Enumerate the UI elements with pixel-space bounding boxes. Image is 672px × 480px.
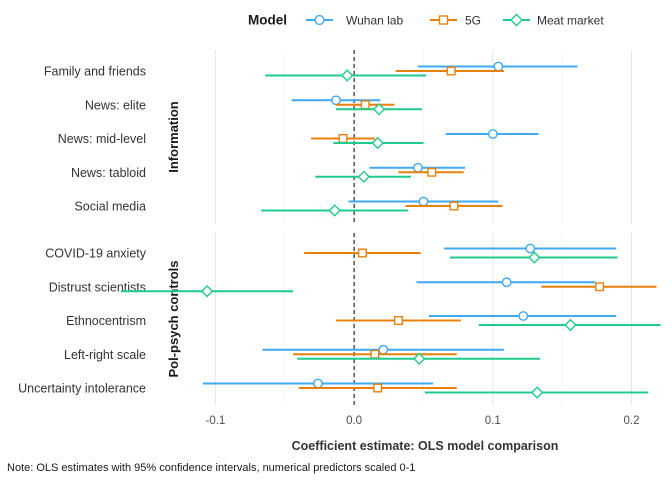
term-label: News: mid-level xyxy=(58,132,146,146)
legend: Model Wuhan lab 5G Meat market xyxy=(248,13,604,28)
legend-marker xyxy=(438,15,449,25)
caption: Note: OLS estimates with 95% confidence … xyxy=(7,462,415,474)
point-marker xyxy=(487,129,498,139)
panel-label: Pol-psych controls xyxy=(166,260,181,377)
point-marker xyxy=(371,136,384,150)
point-marker xyxy=(528,251,541,264)
point-marker xyxy=(357,248,367,258)
legend-key: 5G xyxy=(430,14,481,28)
legend-label: 5G xyxy=(465,14,481,28)
x-tick-label: 0.0 xyxy=(346,415,362,427)
point-marker xyxy=(530,386,544,399)
point-marker xyxy=(413,352,426,365)
point-marker xyxy=(493,61,504,72)
point-marker xyxy=(393,316,403,326)
point-marker xyxy=(518,311,529,321)
legend-title: Model xyxy=(248,13,287,28)
panel-label: Information xyxy=(166,101,181,173)
legend-key: Meat market xyxy=(503,14,604,28)
term-label: Ethnocentrism xyxy=(66,314,146,328)
term-label: COVID-19 anxiety xyxy=(45,247,146,261)
x-tick-label: 0.1 xyxy=(485,415,501,427)
point-marker xyxy=(449,201,459,211)
legend-label: Meat market xyxy=(537,14,604,28)
term-label: Social media xyxy=(74,200,146,214)
legend-key: Wuhan lab xyxy=(306,14,403,28)
legend-label: Wuhan lab xyxy=(346,14,403,28)
point-marker xyxy=(331,95,341,106)
point-marker xyxy=(378,344,389,355)
point-marker xyxy=(338,133,348,143)
panel-1: Information Family and friends News: elite… xyxy=(44,50,578,224)
point-marker xyxy=(200,285,214,298)
point-marker xyxy=(446,66,456,76)
point-marker xyxy=(564,318,577,332)
point-marker xyxy=(595,282,605,292)
x-axis: -0.1 0.0 0.1 0.2 xyxy=(205,415,639,427)
term-label: Family and friends xyxy=(44,65,146,79)
point-marker xyxy=(370,349,380,359)
x-axis-title: Coefficient estimate: OLS model comparis… xyxy=(292,439,559,453)
point-marker xyxy=(360,100,370,110)
point-marker xyxy=(413,162,423,173)
point-marker xyxy=(372,103,386,116)
point-marker xyxy=(501,277,512,288)
point-marker xyxy=(340,69,354,82)
x-tick-label: -0.1 xyxy=(205,415,225,427)
point-marker xyxy=(373,383,383,393)
term-label: Uncertainty intolerance xyxy=(18,382,146,396)
term-label: News: tabloid xyxy=(71,166,146,180)
point-marker xyxy=(357,170,371,183)
term-label: News: elite xyxy=(85,98,146,112)
legend-marker xyxy=(510,13,523,27)
term-label: Left-right scale xyxy=(64,348,146,362)
point-marker xyxy=(418,196,429,207)
grid xyxy=(214,50,632,405)
panels: Information Family and friends News: elite… xyxy=(18,50,661,405)
point-marker xyxy=(313,378,323,389)
x-tick-label: 0.2 xyxy=(623,415,639,427)
point-marker xyxy=(525,243,536,254)
legend-marker xyxy=(314,14,325,26)
point-marker xyxy=(328,204,341,217)
point-marker xyxy=(427,167,437,177)
